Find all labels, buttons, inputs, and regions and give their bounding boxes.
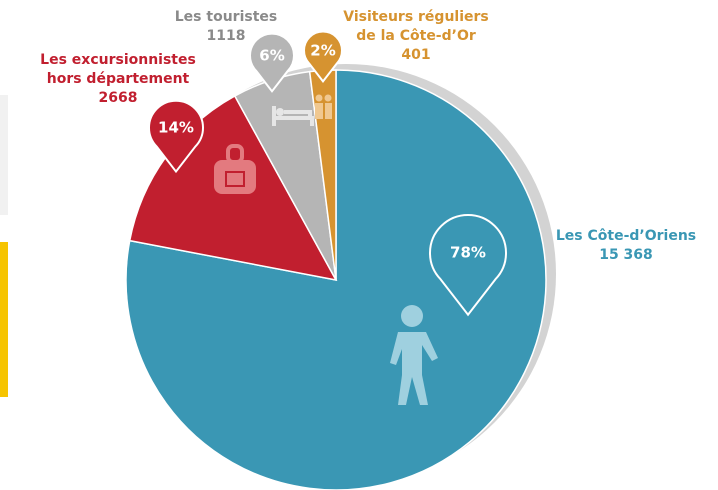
balloon [148,99,204,174]
icon [390,332,438,405]
category-label: hors département [47,71,190,87]
category-label: Visiteurs réguliers [343,9,489,25]
icon [315,103,332,119]
icon [315,94,323,102]
icon [214,160,256,194]
category-label: de la Côte-d’Or [356,28,476,44]
side-panel [0,95,8,215]
icon [272,106,314,126]
count-label: 1118 [207,28,246,44]
icon [401,305,423,327]
category-label: Les touristes [175,9,277,25]
count-label: 2668 [99,90,138,106]
icon [324,94,332,102]
category-label: Les excursionnistes [40,52,196,68]
count-label: 15 368 [599,247,653,263]
percent-label: 78% [450,244,486,262]
icon [226,144,244,164]
side-panel [0,242,8,397]
balloon [429,214,507,317]
count-label: 401 [401,47,430,63]
balloon [303,30,343,83]
balloon [249,32,295,93]
percent-label: 14% [158,119,194,137]
percent-label: 2% [310,42,335,60]
category-label: Les Côte-d’Oriens [556,228,696,244]
icon [276,108,284,116]
percent-label: 6% [259,47,284,65]
icon [225,171,245,187]
